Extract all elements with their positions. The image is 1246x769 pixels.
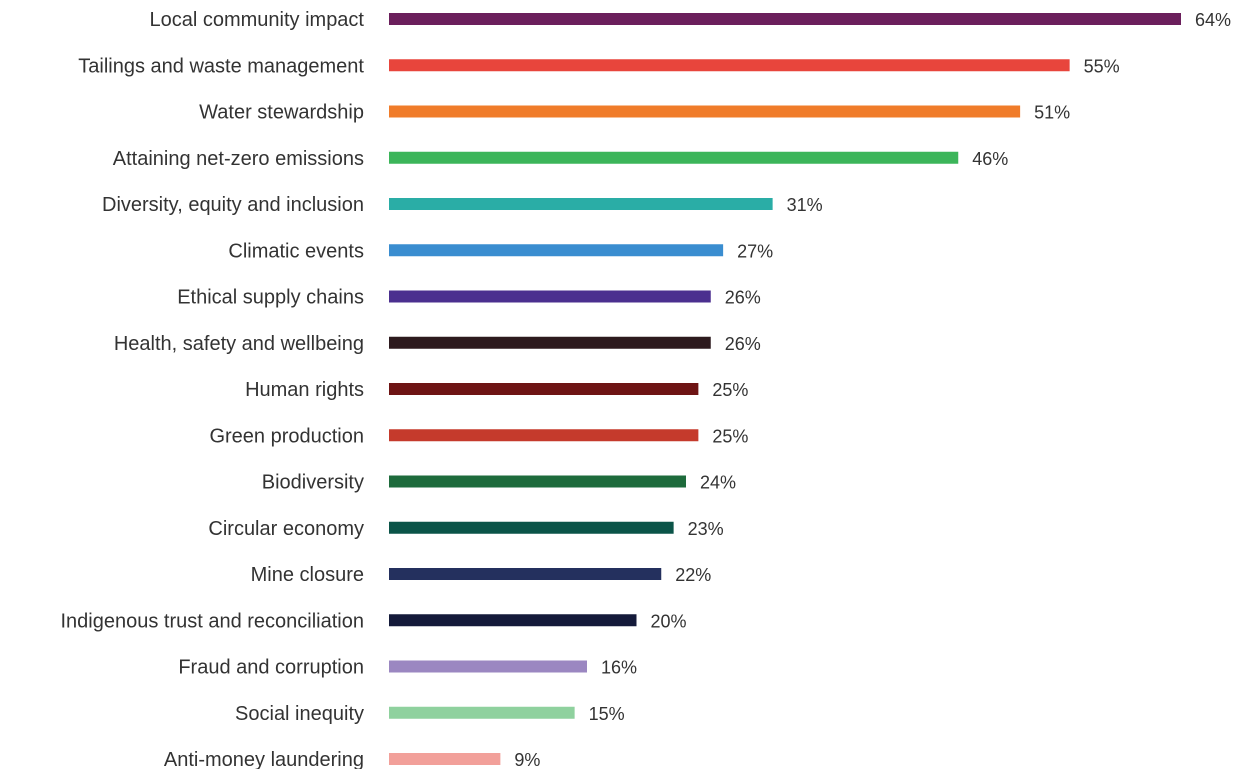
category-label: Local community impact — [149, 9, 364, 31]
bar-row: Attaining net-zero emissions 46% — [113, 148, 1009, 170]
category-label: Green production — [209, 425, 364, 447]
value-label: 25% — [712, 380, 748, 400]
category-label: Water stewardship — [199, 102, 364, 124]
bar-row: Anti-money laundering 9% — [164, 749, 541, 769]
bar — [389, 660, 587, 673]
bar — [389, 13, 1181, 25]
value-label: 26% — [725, 334, 761, 354]
bar-row: Green production 25% — [209, 425, 748, 447]
value-label: 55% — [1084, 56, 1120, 76]
bar-row: Fraud and corruption 16% — [178, 657, 637, 679]
category-label: Ethical supply chains — [177, 287, 364, 309]
bar — [389, 336, 711, 349]
category-label: Mine closure — [251, 564, 364, 586]
bar-row: Tailings and waste management 55% — [78, 55, 1119, 77]
value-label: 22% — [675, 565, 711, 585]
bar — [389, 59, 1070, 72]
bar-row: Ethical supply chains 26% — [177, 287, 761, 309]
category-label: Tailings and waste management — [78, 55, 364, 77]
bar — [389, 198, 773, 210]
bar — [389, 614, 637, 627]
value-label: 9% — [514, 750, 540, 769]
bar-row: Biodiversity 24% — [262, 472, 736, 494]
value-label: 27% — [737, 241, 773, 261]
value-label: 46% — [972, 149, 1008, 169]
bar-row: Diversity, equity and inclusion 31% — [102, 194, 823, 216]
category-label: Climatic events — [228, 240, 364, 262]
value-label: 23% — [688, 519, 724, 539]
bar-row: Health, safety and wellbeing 26% — [114, 333, 761, 355]
category-label: Social inequity — [235, 703, 364, 725]
bar — [389, 383, 699, 395]
bar — [389, 105, 1021, 118]
category-label: Indigenous trust and reconciliation — [60, 610, 364, 632]
value-label: 51% — [1034, 103, 1070, 123]
bar-row: Local community impact 64% — [149, 9, 1231, 31]
bar — [389, 568, 662, 580]
value-label: 25% — [712, 426, 748, 446]
bar — [389, 429, 699, 442]
bar — [389, 753, 501, 765]
value-label: 26% — [725, 288, 761, 308]
bar-row: Indigenous trust and reconciliation 20% — [60, 610, 686, 632]
value-label: 64% — [1195, 10, 1231, 30]
bar-row: Human rights 25% — [245, 379, 748, 401]
category-label: Health, safety and wellbeing — [114, 333, 364, 355]
category-label: Human rights — [245, 379, 364, 401]
value-label: 24% — [700, 473, 736, 493]
bar — [389, 151, 959, 164]
category-label: Biodiversity — [262, 472, 364, 494]
value-label: 20% — [651, 611, 687, 631]
bar — [389, 475, 686, 488]
category-label: Circular economy — [208, 518, 364, 540]
bar-row: Mine closure 22% — [251, 564, 712, 586]
bar — [389, 706, 575, 719]
category-label: Attaining net-zero emissions — [113, 148, 364, 170]
value-label: 16% — [601, 658, 637, 678]
category-label: Diversity, equity and inclusion — [102, 194, 364, 216]
value-label: 31% — [787, 195, 823, 215]
bar — [389, 290, 711, 303]
category-label: Anti-money laundering — [164, 749, 364, 769]
bar-row: Water stewardship 51% — [199, 102, 1070, 124]
bar — [389, 244, 724, 257]
category-label: Fraud and corruption — [178, 657, 364, 679]
value-label: 15% — [589, 704, 625, 724]
bar-row: Circular economy 23% — [208, 518, 723, 540]
bar — [389, 521, 674, 534]
bar-row: Climatic events 27% — [228, 240, 773, 262]
bar-row: Social inequity 15% — [235, 703, 625, 725]
